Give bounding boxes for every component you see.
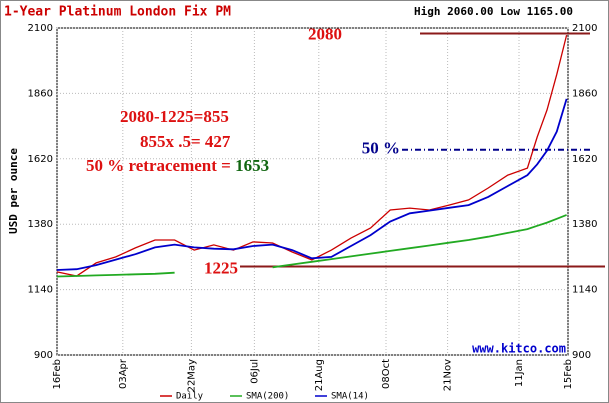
y-tick-label: 1620 — [28, 154, 53, 165]
x-tick-label: 03Apr — [118, 358, 129, 389]
chart-subtitle: High 2060.00 Low 1165.00 — [414, 5, 573, 18]
y-tick-label-right: 1140 — [572, 285, 597, 296]
series-line — [56, 98, 568, 271]
y-tick-label: 1140 — [28, 285, 53, 296]
y-tick-label-right: 1620 — [572, 154, 597, 165]
annotation: 2080-1225=855 — [120, 107, 229, 126]
annotation: 1653 — [235, 156, 269, 175]
x-tick-label: 06Jul — [249, 359, 260, 384]
annotation: 50 % retracement = 1653 — [86, 156, 269, 175]
x-tick-label: 11Jan — [514, 359, 525, 387]
x-tick-label: 16Feb — [52, 359, 63, 389]
y-tick-label: 2100 — [28, 23, 53, 34]
series-line — [56, 214, 567, 278]
y-tick-label-right: 1860 — [572, 88, 597, 99]
y-tick-label: 1380 — [28, 219, 53, 230]
y-axis-label: USD per ounce — [7, 148, 20, 234]
annotation: 50 % retracement = — [86, 156, 235, 175]
level-label: 2080 — [308, 24, 342, 43]
annotation: 855x .5= 427 — [140, 132, 231, 151]
y-tick-label-right: 900 — [572, 350, 591, 361]
x-tick-label: 08Oct — [381, 359, 392, 389]
y-tick-label: 1860 — [28, 88, 53, 99]
x-tick-label: 22May — [186, 359, 197, 392]
y-tick-label-right: 1380 — [572, 219, 597, 230]
chart-title: 1-Year Platinum London Fix PM — [4, 5, 231, 20]
legend-label: SMA(200) — [246, 392, 289, 402]
level-label: 1225 — [204, 258, 238, 277]
x-tick-label: 15Feb — [563, 359, 574, 389]
level-label: 50 % — [362, 139, 400, 158]
series-line — [56, 34, 568, 277]
source: www.kitco.com — [472, 342, 566, 356]
x-tick-label: 21Aug — [314, 359, 325, 391]
x-tick-label: 21Nov — [443, 359, 454, 391]
plot-area — [56, 27, 569, 356]
legend-label: Daily — [176, 392, 204, 402]
legend-label: SMA(14) — [331, 392, 369, 402]
y-tick-label-right: 2100 — [572, 23, 597, 34]
y-tick-label: 900 — [34, 350, 53, 361]
